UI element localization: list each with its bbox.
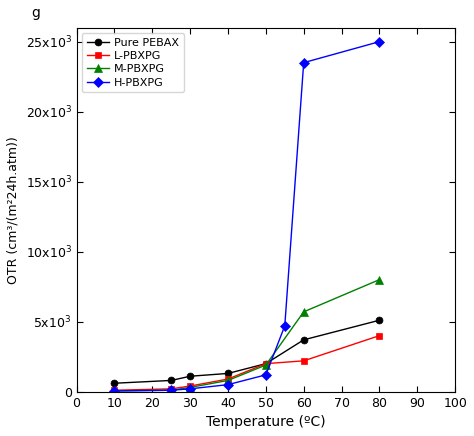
L-PBXPG xyxy=(225,376,231,382)
Legend: Pure PEBAX, L-PBXPG, M-PBXPG, H-PBXPG: Pure PEBAX, L-PBXPG, M-PBXPG, H-PBXPG xyxy=(82,33,184,92)
H-PBXPG xyxy=(187,386,193,392)
Pure PEBAX xyxy=(225,371,231,376)
H-PBXPG xyxy=(225,382,231,387)
M-PBXPG xyxy=(225,378,231,383)
H-PBXPG xyxy=(282,323,288,328)
H-PBXPG xyxy=(168,388,174,393)
Line: L-PBXPG: L-PBXPG xyxy=(111,332,383,394)
Line: H-PBXPG: H-PBXPG xyxy=(111,38,383,395)
Pure PEBAX xyxy=(263,361,269,366)
Text: g: g xyxy=(31,7,40,20)
M-PBXPG xyxy=(168,388,174,393)
L-PBXPG xyxy=(187,383,193,388)
M-PBXPG xyxy=(263,362,269,368)
Y-axis label: OTR (cm³/(m²24h.atm)): OTR (cm³/(m²24h.atm)) xyxy=(7,136,20,283)
H-PBXPG xyxy=(376,39,382,44)
X-axis label: Temperature (ºC): Temperature (ºC) xyxy=(206,415,326,429)
M-PBXPG xyxy=(187,385,193,390)
H-PBXPG xyxy=(301,60,307,65)
M-PBXPG xyxy=(111,388,117,394)
Pure PEBAX xyxy=(376,318,382,323)
H-PBXPG xyxy=(263,372,269,378)
Pure PEBAX xyxy=(111,381,117,386)
Line: M-PBXPG: M-PBXPG xyxy=(110,276,383,395)
Pure PEBAX xyxy=(168,378,174,383)
Pure PEBAX xyxy=(301,337,307,342)
L-PBXPG xyxy=(263,361,269,366)
Pure PEBAX xyxy=(187,374,193,379)
M-PBXPG xyxy=(376,277,382,282)
L-PBXPG xyxy=(111,388,117,393)
L-PBXPG xyxy=(376,333,382,338)
H-PBXPG xyxy=(111,388,117,394)
L-PBXPG xyxy=(168,386,174,392)
M-PBXPG xyxy=(301,309,307,314)
Line: Pure PEBAX: Pure PEBAX xyxy=(111,317,383,387)
L-PBXPG xyxy=(301,358,307,364)
